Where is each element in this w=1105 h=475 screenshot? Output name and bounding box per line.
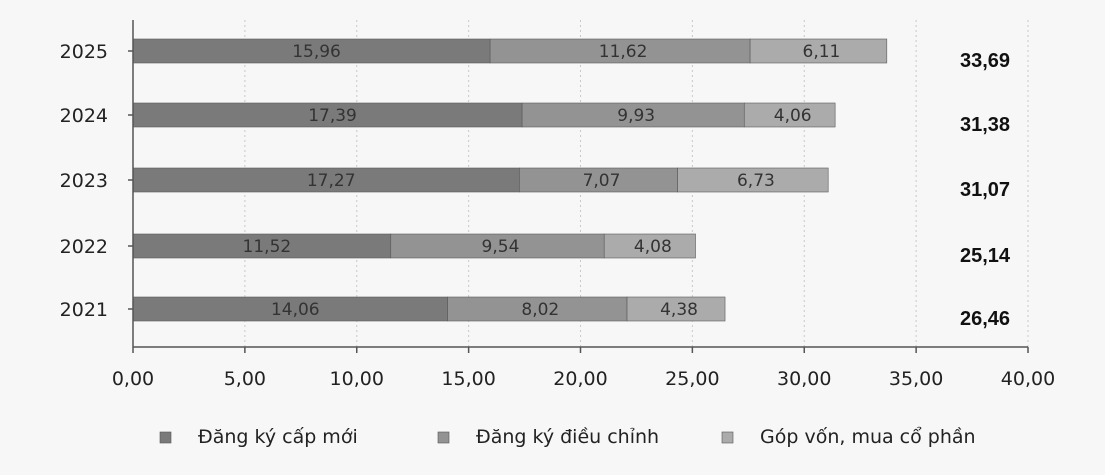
bar-value-label: 6,73 — [737, 171, 775, 191]
bar-segment — [743, 102, 836, 128]
bar-value-label: 9,93 — [617, 106, 655, 126]
bar-value-label: 15,96 — [292, 42, 341, 62]
axes: 0,00 5,00 10,00 15,00 20,00 25,00 30,00 35,00 40… — [60, 20, 1055, 390]
bars — [132, 38, 888, 322]
x-tick-label: 35,00 — [889, 368, 943, 390]
category-label: 2023 — [60, 170, 108, 192]
bar-segment — [626, 296, 726, 322]
bar-total-label: 26,46 — [960, 308, 1010, 330]
bar-value-label: 4,06 — [774, 106, 812, 126]
x-tick-label: 30,00 — [777, 368, 831, 390]
bar-value-label: 11,52 — [243, 237, 292, 257]
x-tick-label: 25,00 — [665, 368, 719, 390]
bar-segment — [132, 233, 392, 259]
bar-value-label: 4,38 — [660, 300, 698, 320]
bar-value-label: 4,08 — [634, 237, 672, 257]
x-tick-label: 20,00 — [553, 368, 607, 390]
category-label: 2022 — [60, 236, 108, 258]
bar-total-label: 31,38 — [960, 114, 1010, 136]
bar-segment — [132, 102, 523, 128]
x-tick-label: 5,00 — [224, 368, 266, 390]
bar-segment — [489, 38, 751, 64]
bar-segment — [132, 38, 491, 64]
legend-swatch — [721, 431, 734, 444]
category-label: 2025 — [60, 41, 108, 63]
legend-swatch — [437, 431, 450, 444]
legend-label: Góp vốn, mua cổ phần — [760, 426, 976, 448]
bar-segment — [519, 167, 678, 193]
bar-value-label: 11,62 — [599, 42, 648, 62]
bar-segment — [749, 38, 888, 64]
legend-swatch — [159, 431, 172, 444]
bar-value-label: 8,02 — [521, 300, 559, 320]
category-label: 2021 — [60, 299, 108, 321]
bar-segment — [677, 167, 829, 193]
data-labels: 15,96 11,62 6,11 33,69 17,39 9,93 4,06 31,38 17,… — [243, 42, 1011, 330]
legend: Đăng ký cấp mới Đăng ký điều chỉnh Góp vốn… — [159, 426, 976, 448]
x-tick-label: 10,00 — [330, 368, 384, 390]
bar-segment — [132, 296, 448, 322]
legend-label: Đăng ký cấp mới — [198, 426, 358, 448]
category-label: 2024 — [60, 105, 108, 127]
legend-label: Đăng ký điều chỉnh — [476, 426, 659, 448]
bar-total-label: 31,07 — [960, 179, 1010, 201]
bar-segment — [521, 102, 745, 128]
x-tick-label: 0,00 — [112, 368, 154, 390]
bar-value-label: 9,54 — [482, 237, 520, 257]
bar-value-label: 6,11 — [803, 42, 841, 62]
bar-total-label: 25,14 — [960, 245, 1011, 267]
bar-segment — [132, 167, 520, 193]
bar-value-label: 14,06 — [271, 300, 320, 320]
bar-value-label: 7,07 — [583, 171, 621, 191]
bar-segment — [603, 233, 696, 259]
x-tick-label: 15,00 — [441, 368, 495, 390]
bar-value-label: 17,27 — [307, 171, 356, 191]
bar-total-label: 33,69 — [960, 50, 1010, 72]
x-tick-label: 40,00 — [1001, 368, 1055, 390]
bar-segment — [447, 296, 628, 322]
bar-value-label: 17,39 — [308, 106, 357, 126]
